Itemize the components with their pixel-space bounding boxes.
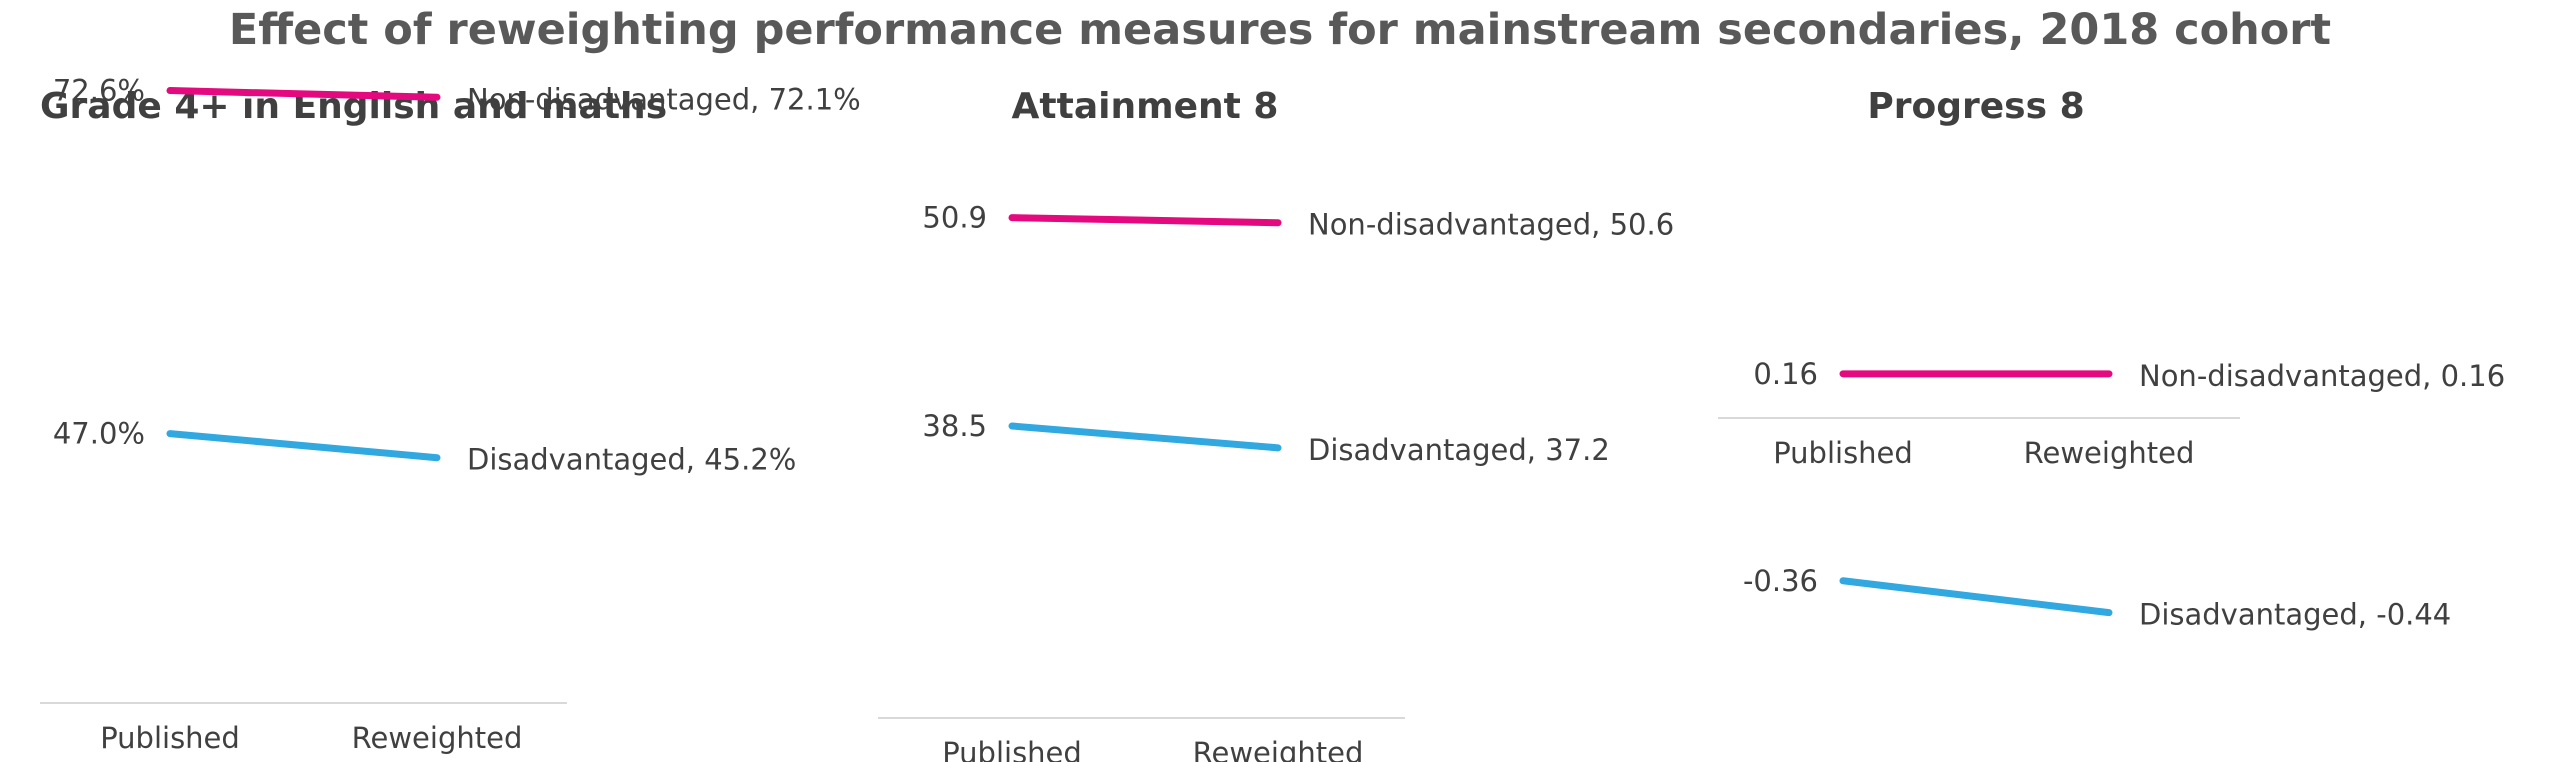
chart-title: Effect of reweighting performance measur… (229, 5, 2331, 55)
panel-3-start-label: -0.36 (1743, 564, 1818, 598)
panel-3-end-label: Disadvantaged, -0.44 (2139, 598, 2451, 632)
panel-2-tick-label: Published (942, 736, 1082, 762)
panel-2-series-non-disadvantaged-line (1008, 214, 1282, 227)
panel-1-end-label: Non-disadvantaged, 72.1% (467, 82, 861, 116)
panel-1-tick-label: Reweighted (352, 721, 523, 755)
panel-1-start-label: 72.6% (53, 74, 145, 108)
panel-1-series-disadvantaged-line (166, 430, 441, 462)
panel-3-end-label: Non-disadvantaged, 0.16 (2139, 359, 2505, 393)
panel-3-title: Progress 8 (1867, 86, 2084, 127)
panel-2-end-label: Disadvantaged, 37.2 (1308, 433, 1610, 467)
panel-2-start-label: 50.9 (922, 201, 987, 235)
panel-1-end-label: Disadvantaged, 45.2% (467, 443, 796, 477)
panel-3-tick-label: Published (1773, 436, 1913, 470)
panel-2-start-label: 38.5 (922, 409, 987, 443)
panel-3-start-label: 0.16 (1753, 357, 1818, 391)
panel-2-title: Attainment 8 (1012, 86, 1279, 127)
panel-2-end-label: Non-disadvantaged, 50.6 (1308, 208, 1674, 242)
panel-1-tick-label: Published (100, 721, 240, 755)
panel-3-series-disadvantaged-line (1839, 577, 2113, 617)
panel-1-series-non-disadvantaged-line (166, 87, 441, 101)
panel-2-series-disadvantaged-line (1008, 422, 1282, 452)
panel-2-tick-label: Reweighted (1193, 736, 1364, 762)
panel-3-tick-label: Reweighted (2024, 436, 2195, 470)
panel-1-start-label: 47.0% (53, 417, 145, 451)
